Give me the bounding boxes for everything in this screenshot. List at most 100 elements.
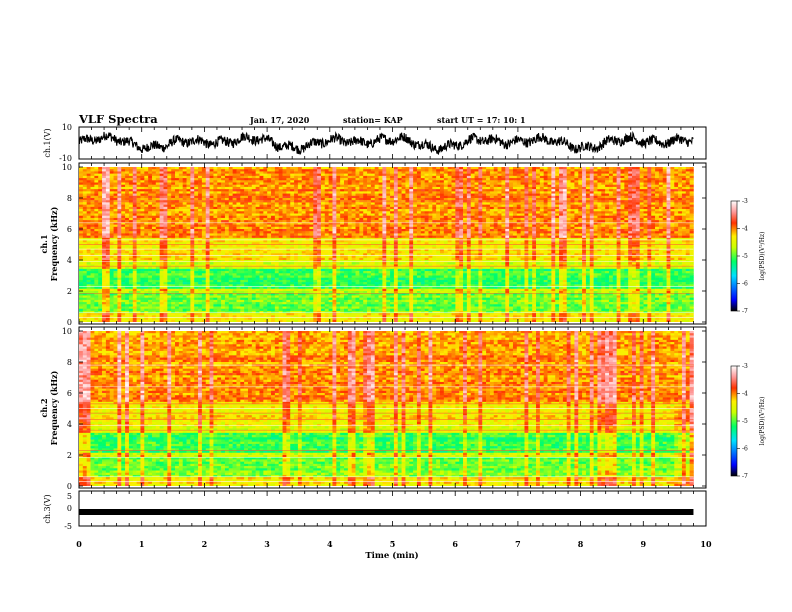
spectrogram-cell	[332, 195, 337, 199]
spectrogram-cell	[597, 171, 602, 174]
spectrogram-cell	[132, 175, 137, 179]
spectrogram-cell	[140, 206, 145, 210]
spectrogram-cell	[367, 206, 372, 210]
spectrogram-cell	[585, 204, 591, 208]
spectrogram-cell	[547, 184, 552, 188]
spectrogram-cell	[436, 220, 441, 223]
spectrogram-cell	[509, 220, 514, 223]
spectrogram-cell	[167, 220, 172, 223]
spectrogram-cell	[240, 217, 245, 221]
spectrogram-cell	[589, 226, 594, 230]
spectrogram-cell	[221, 169, 226, 172]
spectrogram-cell	[451, 204, 456, 208]
spectrogram-cell	[236, 215, 241, 219]
spectrogram-cell	[159, 224, 164, 228]
spectrogram-cell	[155, 202, 160, 205]
spectrogram-cell	[585, 180, 591, 183]
spectrogram-cell	[90, 213, 95, 217]
spectrogram-cell	[167, 209, 172, 212]
spectrogram-cell	[643, 178, 648, 181]
spectrogram-cell	[282, 184, 287, 188]
spectrogram-cell	[151, 175, 157, 179]
spectrogram-cell	[175, 178, 180, 181]
spectrogram-cell	[140, 231, 145, 234]
spectrogram-cell	[543, 206, 548, 210]
spectrogram-cell	[470, 217, 475, 221]
spectrogram-cell	[440, 231, 445, 234]
spectrogram-cell	[574, 169, 579, 172]
spectrogram-cell	[532, 182, 537, 186]
spectrogram-cell	[539, 217, 544, 221]
spectrogram-cell	[144, 220, 149, 223]
spectrogram-cell	[528, 211, 533, 214]
spectrogram-cell	[424, 224, 429, 228]
spectrogram-cell	[466, 175, 472, 179]
spectrogram-cell	[94, 180, 99, 183]
spectrogram-cell	[589, 195, 594, 199]
spectrogram-cell	[163, 215, 168, 219]
spectrogram-cell	[670, 226, 675, 230]
spectrogram-cell	[155, 211, 160, 214]
spectrogram-cell	[247, 202, 253, 205]
spectrogram-cell	[294, 226, 299, 230]
spectrogram-cell	[658, 224, 664, 228]
spectrogram-cell	[655, 173, 660, 177]
spectrogram-cell	[478, 211, 483, 214]
spectrogram-cell	[113, 215, 118, 219]
spectrogram-cell	[155, 169, 160, 172]
spectrogram-cell	[79, 209, 84, 212]
spectrogram-cell	[570, 229, 575, 232]
spectrogram-cell	[363, 198, 368, 201]
spectrogram-cell	[497, 175, 502, 179]
spectrogram-cell	[482, 169, 487, 172]
spectrogram-cell	[221, 231, 226, 234]
spectrogram-cell	[478, 175, 483, 179]
spectrogram-cell	[593, 167, 598, 170]
spectrogram-cell	[570, 202, 575, 205]
spectrogram-cell	[689, 184, 694, 188]
spectrogram-cell	[447, 226, 452, 230]
spectrogram-cell	[532, 191, 537, 194]
spectrogram-cell	[463, 222, 468, 225]
spectrogram-cell	[259, 171, 264, 174]
spectrogram-cell	[562, 206, 568, 210]
spectrogram-cell	[121, 213, 126, 217]
spectrogram-cell	[201, 200, 207, 203]
spectrogram-cell	[612, 198, 617, 201]
spectrogram-cell	[155, 206, 160, 210]
spectrogram-cell	[570, 220, 575, 223]
spectrogram-cell	[578, 184, 583, 188]
spectrogram-cell	[416, 226, 422, 230]
spectrogram-cell	[282, 222, 287, 225]
spectrogram-cell	[294, 173, 299, 177]
spectrogram-cell	[397, 191, 402, 194]
spectrogram-cell	[136, 200, 141, 203]
spectrogram-cell	[605, 198, 610, 201]
spectrogram-cell	[136, 173, 141, 177]
spectrogram-cell	[359, 233, 364, 236]
spectrogram-cell	[178, 178, 183, 181]
spectrogram-cell	[251, 184, 256, 188]
spectrogram-cell	[551, 186, 556, 190]
spectrogram-cell	[144, 226, 149, 230]
spectrogram-cell	[251, 233, 256, 236]
spectrogram-cell	[601, 193, 606, 197]
spectrogram-cell	[301, 167, 306, 170]
spectrogram-cell	[332, 193, 337, 197]
spectrogram-cell	[451, 167, 456, 170]
spectrogram-cell	[612, 186, 617, 190]
spectrogram-cell	[512, 195, 518, 199]
spectrogram-cell	[428, 198, 433, 201]
spectrogram-cell	[666, 173, 671, 177]
spectrogram-cell	[539, 169, 544, 172]
spectrogram-cell	[274, 213, 279, 217]
spectrogram-cell	[309, 206, 314, 210]
spectrogram-cell	[681, 229, 687, 232]
spectrogram-cell	[367, 202, 372, 205]
spectrogram-cell	[282, 189, 287, 192]
spectrogram-cell	[267, 182, 272, 186]
spectrogram-cell	[520, 184, 525, 188]
spectrogram-cell	[578, 206, 583, 210]
spectrogram-cell	[278, 178, 283, 181]
spectrogram-cell	[493, 191, 498, 194]
